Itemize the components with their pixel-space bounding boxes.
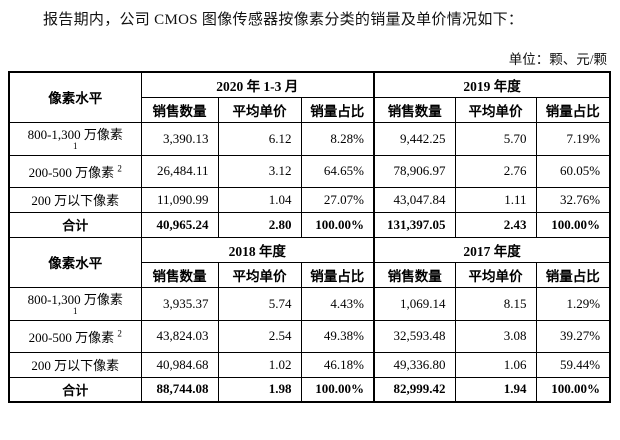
cell-sales-qty: 78,906.97 — [373, 154, 456, 188]
cell-share: 60.05% — [535, 154, 611, 188]
header-row-periods-2: 像素水平 2018 年度 2017 年度 — [8, 236, 611, 288]
row-label: 200 万以下像素 — [8, 351, 142, 378]
col-header: 平均单价 — [454, 261, 537, 288]
period-header: 2019 年度 — [372, 71, 611, 98]
table-row: 200-500 万像素 2 43,824.03 2.54 49.38% 32,5… — [8, 319, 611, 353]
cell-share: 100.00% — [300, 376, 375, 403]
col-header: 平均单价 — [217, 261, 302, 288]
cell-sales-qty: 11,090.99 — [140, 186, 219, 213]
table-row: 200 万以下像素 11,090.99 1.04 27.07% 43,047.8… — [8, 186, 611, 213]
cell-sales-qty: 32,593.48 — [373, 319, 456, 353]
cell-share: 46.18% — [300, 351, 375, 378]
cell-share: 1.29% — [535, 286, 611, 321]
cell-sales-qty: 1,069.14 — [373, 286, 456, 321]
cell-avg-price: 1.02 — [217, 351, 302, 378]
table-row: 200 万以下像素 40,984.68 1.02 46.18% 49,336.8… — [8, 351, 611, 378]
row-label-total: 合计 — [8, 211, 142, 238]
table-row: 800-1,300 万像素 1 3,390.13 6.12 8.28% 9,442… — [8, 121, 611, 156]
col-header: 销量占比 — [535, 96, 611, 123]
footnote-marker: 1 — [73, 140, 78, 151]
row-label: 800-1,300 万像素 1 — [8, 286, 142, 321]
cell-share: 39.27% — [535, 319, 611, 353]
header-row-metrics-1: 销售数量 平均单价 销量占比 销售数量 平均单价 销量占比 — [9, 96, 611, 123]
cell-share: 49.38% — [300, 319, 375, 353]
col-header: 销售数量 — [373, 261, 456, 288]
cell-sales-qty: 26,484.11 — [140, 154, 219, 188]
cell-share: 27.07% — [300, 186, 375, 213]
cell-share: 7.19% — [535, 121, 611, 156]
cell-avg-price: 1.98 — [217, 376, 302, 403]
cell-avg-price: 3.12 — [217, 154, 302, 188]
footnote-marker: 2 — [117, 163, 122, 174]
row-label: 200-500 万像素 2 — [8, 154, 142, 188]
cell-share: 100.00% — [300, 211, 375, 238]
header-row-metrics-2: 销售数量 平均单价 销量占比 销售数量 平均单价 销量占比 — [9, 261, 611, 288]
cell-avg-price: 8.15 — [454, 286, 537, 321]
cell-sales-qty: 40,984.68 — [140, 351, 219, 378]
cell-avg-price: 5.70 — [454, 121, 537, 156]
cell-avg-price: 1.06 — [454, 351, 537, 378]
corner-header: 像素水平 — [8, 71, 142, 123]
row-label: 800-1,300 万像素 1 — [8, 121, 142, 156]
col-header: 销售数量 — [373, 96, 456, 123]
cell-share: 64.65% — [300, 154, 375, 188]
col-header: 销量占比 — [300, 96, 375, 123]
col-header: 销售数量 — [140, 261, 219, 288]
cell-share: 4.43% — [300, 286, 375, 321]
cell-avg-price: 3.08 — [454, 319, 537, 353]
cell-sales-qty: 82,999.42 — [373, 376, 456, 403]
cell-sales-qty: 43,824.03 — [140, 319, 219, 353]
cell-avg-price: 1.04 — [217, 186, 302, 213]
cell-avg-price: 2.76 — [454, 154, 537, 188]
cell-avg-price: 6.12 — [217, 121, 302, 156]
footnote-marker: 1 — [73, 305, 78, 316]
period-header: 2018 年度 — [140, 236, 375, 263]
footnote-marker: 2 — [117, 328, 122, 339]
table-row: 200-500 万像素 2 26,484.11 3.12 64.65% 78,9… — [8, 154, 611, 188]
col-header: 销售数量 — [140, 96, 219, 123]
cell-share: 8.28% — [300, 121, 375, 156]
cell-sales-qty: 49,336.80 — [373, 351, 456, 378]
cmos-sales-table: 像素水平 2020 年 1-3 月 2019 年度 销售数量 平均单价 销量占比… — [8, 71, 612, 403]
cell-avg-price: 2.80 — [217, 211, 302, 238]
total-row: 合计 40,965.24 2.80 100.00% 131,397.05 2.4… — [8, 211, 611, 238]
cell-share: 100.00% — [535, 376, 611, 403]
cell-share: 100.00% — [535, 211, 611, 238]
cell-share: 32.76% — [535, 186, 611, 213]
cell-avg-price: 2.54 — [217, 319, 302, 353]
cell-avg-price: 2.43 — [454, 211, 537, 238]
cell-sales-qty: 40,965.24 — [140, 211, 219, 238]
cell-sales-qty: 3,935.37 — [140, 286, 219, 321]
cell-sales-qty: 131,397.05 — [373, 211, 456, 238]
cell-sales-qty: 3,390.13 — [140, 121, 219, 156]
cell-sales-qty: 9,442.25 — [373, 121, 456, 156]
cell-avg-price: 1.94 — [454, 376, 537, 403]
row-label: 200 万以下像素 — [8, 186, 142, 213]
col-header: 平均单价 — [217, 96, 302, 123]
col-header: 销量占比 — [300, 261, 375, 288]
unit-note: 单位：颗、元/颗 — [508, 52, 607, 67]
table-row: 800-1,300 万像素 1 3,935.37 5.74 4.43% 1,069… — [8, 286, 611, 321]
col-header: 销量占比 — [535, 261, 611, 288]
header-row-periods-1: 像素水平 2020 年 1-3 月 2019 年度 — [8, 71, 611, 123]
period-header: 2017 年度 — [372, 236, 611, 263]
cell-sales-qty: 88,744.08 — [140, 376, 219, 403]
cell-sales-qty: 43,047.84 — [373, 186, 456, 213]
page-title: 报告期内，公司 CMOS 图像传感器按像素分类的销量及单价情况如下： — [43, 12, 524, 28]
cell-avg-price: 5.74 — [217, 286, 302, 321]
period-header: 2020 年 1-3 月 — [140, 71, 375, 98]
total-row: 合计 88,744.08 1.98 100.00% 82,999.42 1.94… — [8, 376, 611, 403]
cell-share: 59.44% — [535, 351, 611, 378]
col-header: 平均单价 — [454, 96, 537, 123]
corner-header: 像素水平 — [8, 236, 142, 288]
row-label: 200-500 万像素 2 — [8, 319, 142, 353]
row-label-total: 合计 — [8, 376, 142, 403]
cell-avg-price: 1.11 — [454, 186, 537, 213]
